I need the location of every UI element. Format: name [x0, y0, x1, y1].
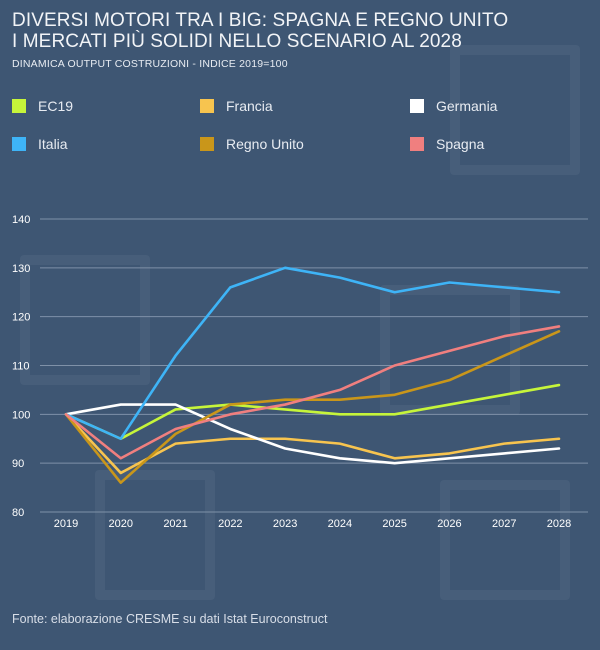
chart-legend: EC19 Francia Germania Italia Regno Unito Spag… — [12, 98, 592, 168]
series-line-spagna — [64, 325, 561, 460]
y-tick-label: 110 — [12, 361, 30, 373]
legend-item-germania: Germania — [410, 98, 497, 114]
legend-swatch — [12, 99, 26, 113]
x-tick-label: 2021 — [163, 518, 187, 530]
watermark-shape — [450, 45, 580, 175]
legend-swatch — [410, 137, 424, 151]
legend-item-italia: Italia — [12, 136, 68, 152]
y-tick-label: 120 — [12, 312, 30, 324]
watermark-shape — [440, 480, 570, 600]
chart-title: DIVERSI MOTORI TRA I BIG: SPAGNA E REGNO… — [12, 10, 508, 52]
legend-swatch — [200, 137, 214, 151]
y-tick-label: 130 — [12, 263, 30, 275]
legend-label: Spagna — [436, 136, 485, 152]
x-tick-label: 2022 — [218, 518, 242, 530]
chart-title-line1: DIVERSI MOTORI TRA I BIG: SPAGNA E REGNO… — [12, 10, 509, 31]
y-tick-label: 80 — [12, 507, 24, 519]
watermark-shape — [20, 255, 150, 385]
legend-item-ec19: EC19 — [12, 98, 73, 114]
series-line-regno-unito — [64, 330, 561, 485]
x-tick-label: 2028 — [547, 518, 571, 530]
y-tick-label: 90 — [12, 458, 24, 470]
x-tick-label: 2020 — [109, 518, 133, 530]
chart-title-line2: I MERCATI PIÙ SOLIDI NELLO SCENARIO AL 2… — [12, 31, 462, 52]
legend-item-regno-unito: Regno Unito — [200, 136, 304, 152]
x-tick-label: 2026 — [437, 518, 461, 530]
y-tick-label: 100 — [12, 409, 30, 421]
series-line-ec19 — [64, 383, 561, 441]
x-tick-label: 2023 — [273, 518, 297, 530]
legend-label: EC19 — [38, 98, 74, 114]
legend-swatch — [12, 137, 26, 151]
legend-label: Germania — [436, 98, 498, 114]
source-note: Fonte: elaborazione CRESME su dati Istat… — [12, 612, 328, 626]
y-tick-label: 140 — [12, 214, 30, 226]
x-tick-label: 2024 — [328, 518, 352, 530]
legend-swatch — [410, 99, 424, 113]
legend-item-francia: Francia — [200, 98, 273, 114]
x-tick-label: 2027 — [492, 518, 516, 530]
legend-label: Francia — [226, 98, 273, 114]
legend-swatch — [200, 99, 214, 113]
series-line-germania — [64, 403, 561, 465]
legend-label: Regno Unito — [226, 136, 304, 152]
series-line-italia — [64, 266, 561, 441]
chart-subtitle: DINAMICA OUTPUT COSTRUZIONI - INDICE 201… — [12, 58, 288, 70]
legend-label: Italia — [38, 136, 68, 152]
x-tick-label: 2025 — [382, 518, 406, 530]
watermark-shape — [95, 470, 215, 600]
x-tick-label: 2019 — [54, 518, 78, 530]
legend-item-spagna: Spagna — [410, 136, 484, 152]
